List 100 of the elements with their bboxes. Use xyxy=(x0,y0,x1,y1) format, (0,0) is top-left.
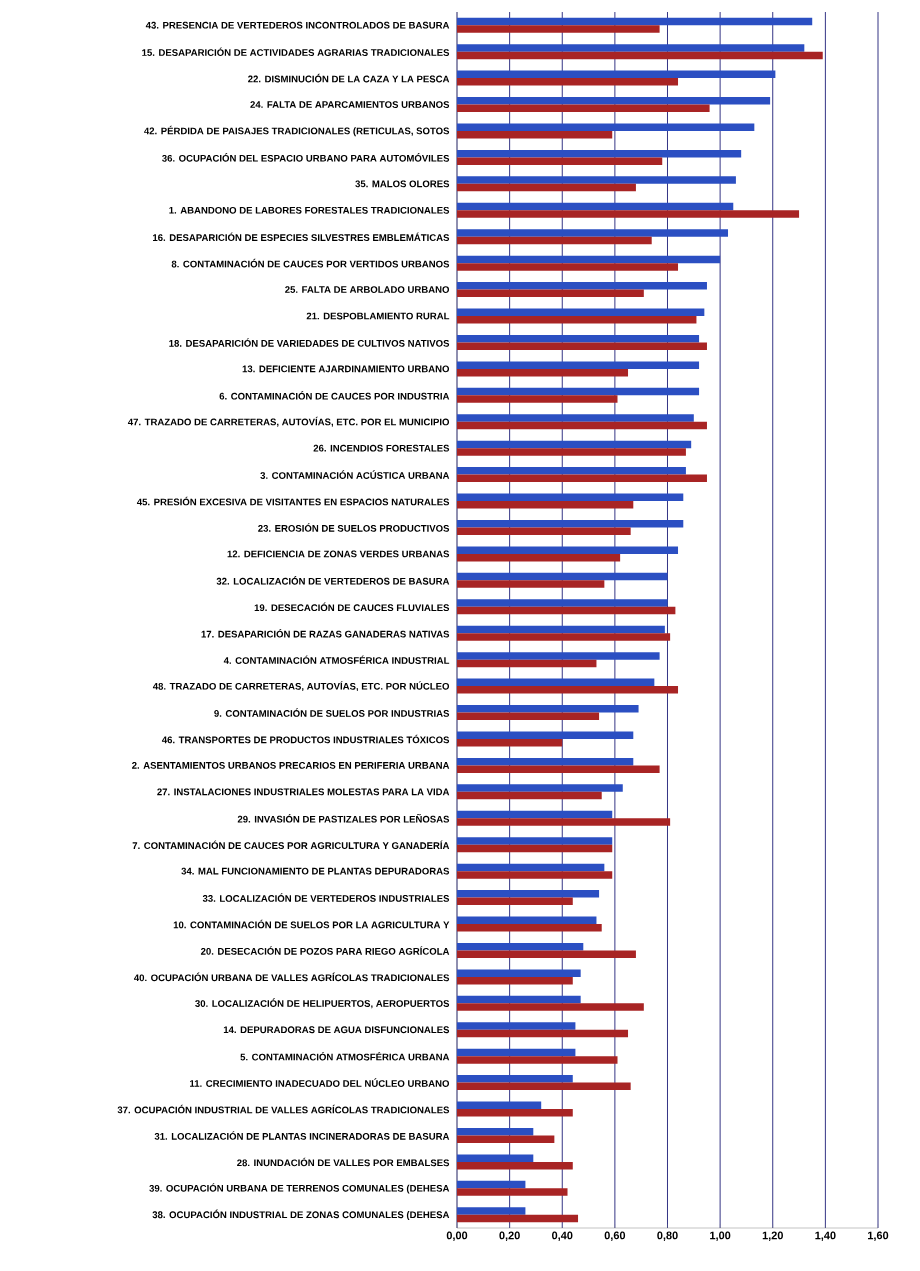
bar xyxy=(457,289,644,298)
y-tick-label: 31. LOCALIZACIÓN DE PLANTAS INCINERADORAS DE BASURA xyxy=(154,1131,450,1140)
bar xyxy=(457,844,613,853)
y-tick-label: 46. TRANSPORTES DE PRODUCTOS INDUSTRIALES TÓXICOS xyxy=(161,734,450,744)
bar xyxy=(457,25,660,33)
y-tick-label: 15. DESAPARICIÓN DE ACTIVIDADES AGRARIAS TRADICIONALES xyxy=(142,47,450,56)
bar xyxy=(457,308,705,317)
x-tick-label: 1,60 xyxy=(868,1231,889,1241)
bar xyxy=(457,1048,576,1057)
y-tick-label: 21. DESPOBLAMIENTO RURAL xyxy=(306,312,450,320)
bar xyxy=(457,916,597,925)
y-tick-label: 7. CONTAMINACIÓN DE CAUCES POR AGRICULTURA Y GANADERÍA xyxy=(132,840,450,849)
bar xyxy=(457,183,636,192)
bar xyxy=(457,659,597,668)
bar xyxy=(457,467,686,475)
y-tick-label: 18. DESAPARICIÓN DE VARIEDADES DE CULTIVOS NATIVOS xyxy=(169,338,450,347)
y-tick-label: 38. OCUPACIÓN INDUSTRIAL DE ZONAS COMUNALES (DEHESA xyxy=(152,1209,450,1221)
y-tick-label: 35. MALOS OLORES xyxy=(355,180,450,188)
y-tick-label: 27. INSTALACIONES INDUSTRIALES MOLESTAS PARA LA VIDA xyxy=(157,788,450,796)
y-tick-label: 36. OCUPACIÓN DEL ESPACIO URBANO PARA AUTOMÓVILES xyxy=(162,153,450,162)
bar xyxy=(457,202,734,211)
bar xyxy=(457,474,707,483)
bar xyxy=(457,97,771,105)
bar xyxy=(457,553,621,562)
bar xyxy=(457,810,613,819)
y-tick-label: 3. CONTAMINACIÓN ACÚSTICA URBANA xyxy=(260,470,450,479)
x-tick-label: 1,40 xyxy=(815,1231,836,1241)
bar xyxy=(457,78,679,86)
y-tick-label: 4. CONTAMINACIÓN ATMOSFÉRICA INDUSTRIAL xyxy=(223,655,450,664)
y-tick-label: 30. LOCALIZACIÓN DE HELIPUERTOS, AEROPUERTOS xyxy=(195,998,450,1009)
bar xyxy=(457,580,605,588)
y-tick-label: 34. MAL FUNCIONAMIENTO DE PLANTAS DEPURADORAS xyxy=(181,867,450,875)
bar xyxy=(457,282,707,290)
bar xyxy=(457,890,600,898)
y-tick-label: 42. PÉRDIDA DE PAISAJES TRADICIONALES (RETICULAS, SOTOS xyxy=(144,125,450,137)
y-tick-label: 12. DEFICIENCIA DE ZONAS VERDES URBANAS xyxy=(227,550,450,558)
bar xyxy=(457,519,684,528)
y-tick-label: 45. PRESIÓN EXCESIVA DE VISITANTES EN ESPACIOS NATURALES xyxy=(136,496,450,506)
bar xyxy=(457,1022,576,1030)
y-tick-label: 11. CRECIMIENTO INADECUADO DEL NÚCLEO URBANO xyxy=(190,1078,450,1087)
y-tick-label: 24. FALTA DE APARCAMIENTOS URBANOS xyxy=(250,101,450,108)
bar xyxy=(457,1029,629,1038)
bar xyxy=(457,157,663,165)
bar xyxy=(457,255,721,264)
bar xyxy=(457,395,618,403)
bar xyxy=(457,791,602,800)
bar xyxy=(457,546,679,554)
bar xyxy=(457,818,671,826)
bar xyxy=(457,176,736,184)
bar xyxy=(457,236,652,245)
bar xyxy=(457,368,629,377)
y-tick-label: 29. INVASIÓN DE PASTIZALES POR LEÑOSAS xyxy=(237,813,450,823)
bar xyxy=(457,863,605,872)
y-tick-label: 9. CONTAMINACIÓN DE SUELOS POR INDUSTRIAS xyxy=(214,708,450,717)
bar xyxy=(457,705,639,713)
bar xyxy=(457,1207,526,1215)
bar xyxy=(457,712,600,721)
bar xyxy=(457,837,613,845)
y-tick-label: 40. OCUPACIÓN URBANA DE VALLES AGRÍCOLAS TRADICIONALES xyxy=(133,972,450,982)
bar xyxy=(457,976,573,985)
bar xyxy=(457,414,694,422)
bar xyxy=(457,784,623,792)
bar xyxy=(457,501,634,509)
y-tick-label: 20. DESECACIÓN DE POZOS PARA RIEGO AGRÍCOLA xyxy=(200,946,450,955)
y-tick-label: 5. CONTAMINACIÓN ATMOSFÉRICA URBANA xyxy=(240,1051,450,1061)
y-tick-label: 26. INCENDIOS FORESTALES xyxy=(313,444,450,452)
x-tick-label: 0,20 xyxy=(499,1231,520,1241)
y-tick-label: 25. FALTA DE ARBOLADO URBANO xyxy=(285,286,450,293)
bar xyxy=(457,765,660,773)
y-tick-label: 48. TRAZADO DE CARRETERAS, AUTOVÍAS, ETC. POR NÚCLEO xyxy=(152,681,450,692)
bar xyxy=(457,1109,573,1117)
y-tick-label: 19. DESECACIÓN DE CAUCES FLUVIALES xyxy=(254,602,450,612)
bar xyxy=(457,149,742,158)
y-tick-label: 17. DESAPARICIÓN DE RAZAS GANADERAS NATIVAS xyxy=(201,628,450,638)
bar xyxy=(457,738,563,747)
bar xyxy=(457,361,700,369)
bar xyxy=(457,572,668,581)
bar xyxy=(457,731,634,739)
bar xyxy=(457,599,668,607)
y-tick-label: 22. DISMINUCIÓN DE LA CAZA Y LA PESCA xyxy=(248,73,450,83)
y-tick-label: 6. CONTAMINACIÓN DE CAUCES POR INDUSTRIA xyxy=(219,391,450,400)
y-tick-label: 39. OCUPACIÓN URBANA DE TERRENOS COMUNALES (DEHESA xyxy=(149,1183,450,1194)
x-tick-label: 0,80 xyxy=(657,1231,678,1241)
y-tick-label: 23. EROSIÓN DE SUELOS PRODUCTIVOS xyxy=(258,523,450,532)
y-tick-label: 28. INUNDACIÓN DE VALLES POR EMBALSES xyxy=(237,1157,450,1167)
bar xyxy=(457,316,697,324)
x-tick-label: 0,40 xyxy=(552,1231,573,1241)
bar xyxy=(457,950,636,958)
bar xyxy=(457,871,613,879)
bar xyxy=(457,1056,618,1064)
y-tick-label: 14. DEPURADORAS DE AGUA DISFUNCIONALES xyxy=(223,1026,450,1034)
bar xyxy=(457,342,707,350)
bar xyxy=(457,51,823,60)
bar xyxy=(457,1188,568,1196)
bar xyxy=(457,130,613,139)
y-tick-label: 32. LOCALIZACIÓN DE VERTEDEROS DE BASURA xyxy=(216,576,450,585)
bar xyxy=(457,1082,631,1091)
y-tick-label: 8. CONTAMINACIÓN DE CAUCES POR VERTIDOS URBANOS xyxy=(171,258,450,268)
x-tick-label: 1,00 xyxy=(710,1231,731,1241)
x-tick-label: 0,60 xyxy=(604,1231,626,1241)
